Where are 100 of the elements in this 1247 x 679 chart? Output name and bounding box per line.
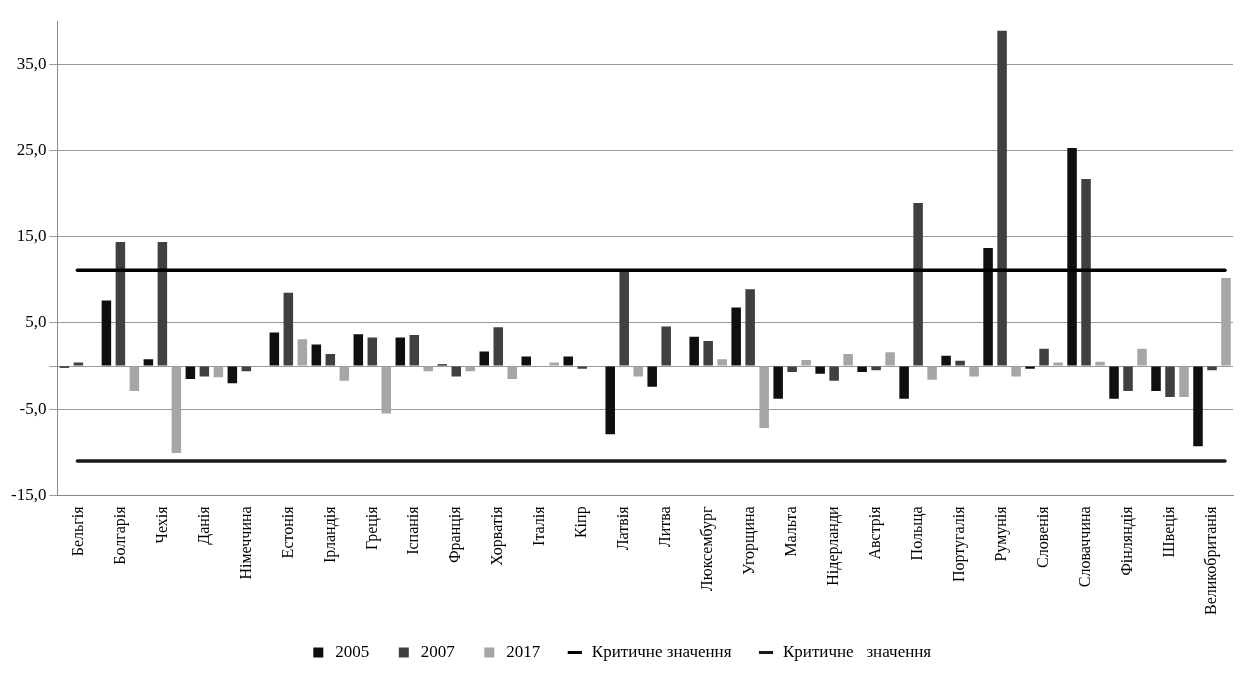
bar (1137, 348, 1147, 366)
bar (521, 356, 532, 366)
bar (171, 366, 182, 454)
x-tick-label: Бельгія (68, 505, 86, 557)
bar (1151, 366, 1161, 392)
bar (1165, 366, 1175, 398)
bar (1179, 366, 1189, 398)
x-tick-label: Греція (362, 505, 381, 551)
bar (1025, 366, 1035, 369)
bar (801, 360, 811, 366)
x-tick-label: Угорщина (740, 506, 759, 575)
bar (479, 351, 490, 366)
x-tick-label: Мальта (782, 506, 800, 557)
bar (1081, 178, 1091, 366)
bar (563, 356, 573, 366)
bar (955, 360, 965, 366)
bar (185, 366, 196, 379)
bar (661, 326, 671, 366)
y-tick-label: -15,0 (10, 484, 47, 504)
bar (969, 366, 979, 377)
bar (899, 366, 909, 399)
bar (157, 241, 168, 366)
y-tick-label: -5,0 (19, 398, 47, 418)
bar (647, 366, 657, 387)
bar (507, 366, 518, 379)
legend-label: 2005 (335, 641, 370, 661)
x-tick-label: Естонія (278, 505, 296, 559)
x-tick-label: Румунія (992, 505, 1011, 562)
x-tick-label: Кіпр (572, 506, 591, 539)
bar (297, 339, 308, 366)
y-tick-label: 5,0 (25, 312, 47, 332)
bar (1067, 147, 1077, 366)
x-tick-label: Швеція (1160, 505, 1179, 558)
bar (619, 272, 629, 366)
bar (605, 366, 615, 435)
bar (283, 292, 294, 366)
bar (941, 355, 951, 366)
bar (857, 366, 867, 373)
bar (549, 362, 559, 366)
x-tick-label: Словаччина (1076, 506, 1094, 588)
bar (913, 203, 923, 366)
bar (143, 359, 154, 366)
bar (745, 289, 755, 366)
bar (493, 327, 504, 366)
bar (1095, 361, 1105, 366)
x-tick-label: Ірландія (320, 505, 339, 564)
bar (885, 352, 895, 366)
x-tick-label: Франція (446, 505, 465, 564)
x-tick-label: Польща (908, 506, 927, 561)
bar (227, 366, 238, 384)
x-tick-label: Словенія (1034, 505, 1052, 568)
bar (367, 337, 378, 366)
bar (731, 307, 741, 366)
bar (787, 366, 797, 373)
x-tick-label: Португалія (950, 505, 969, 583)
x-tick-label: Фінляндія (1118, 505, 1137, 576)
bar (101, 300, 112, 366)
bar (843, 353, 853, 366)
bar (1011, 366, 1021, 377)
legend-label: Критичне значення (591, 641, 732, 661)
bar (395, 337, 406, 366)
x-tick-label: Німеччина (236, 506, 254, 580)
bar (829, 366, 839, 381)
x-tick-label: Великобританія (1202, 505, 1221, 615)
bar (381, 366, 392, 414)
x-tick-label: Австрія (866, 505, 885, 560)
bar (115, 241, 126, 366)
legend-label: 2007 (420, 641, 456, 661)
bar (773, 366, 783, 399)
x-tick-label: Іспанія (404, 505, 422, 555)
bar (1221, 278, 1231, 366)
bar (325, 353, 336, 366)
bar (717, 359, 727, 366)
bar (73, 362, 84, 366)
bar (983, 247, 993, 366)
x-tick-label: Італія (530, 505, 548, 546)
bar (1039, 348, 1049, 366)
x-tick-label: Хорватія (488, 505, 507, 566)
legend-label: 2017 (506, 641, 541, 661)
x-tick-label: Люксембург (698, 505, 717, 592)
x-tick-label: Данія (194, 505, 213, 545)
bar (1193, 366, 1203, 447)
bar (633, 366, 643, 377)
bar (339, 366, 350, 381)
bar (311, 344, 322, 366)
y-tick-label: 15,0 (16, 226, 47, 246)
bar (689, 336, 699, 366)
bar (1109, 366, 1119, 399)
x-tick-label: Болгарія (110, 505, 129, 565)
bar (1053, 362, 1063, 366)
x-tick-label: Чехія (152, 505, 170, 544)
bar (759, 366, 769, 429)
x-tick-label: Литва (656, 506, 674, 548)
bar (927, 366, 937, 380)
bar (703, 341, 713, 366)
bar (577, 366, 587, 369)
bar (269, 332, 280, 366)
bar (353, 334, 364, 366)
bar (129, 366, 140, 392)
bar (997, 30, 1007, 366)
